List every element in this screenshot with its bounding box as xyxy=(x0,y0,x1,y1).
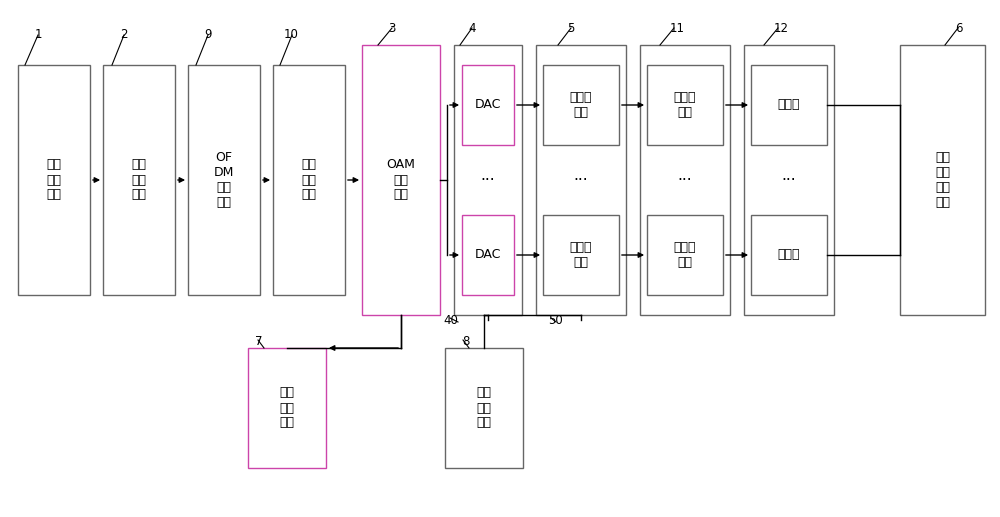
Text: 10: 10 xyxy=(284,28,299,41)
Text: OAM
调制
模块: OAM 调制 模块 xyxy=(387,159,415,202)
Text: 信道
编码
模块: 信道 编码 模块 xyxy=(46,159,62,202)
Bar xyxy=(751,65,827,145)
Bar xyxy=(454,45,522,315)
Bar xyxy=(103,65,175,295)
Bar xyxy=(640,45,730,315)
Text: ···: ··· xyxy=(782,173,796,188)
Text: 7: 7 xyxy=(255,335,262,348)
Text: 上变频
单元: 上变频 单元 xyxy=(570,91,592,119)
Text: 上变频
单元: 上变频 单元 xyxy=(570,241,592,269)
Text: DAC: DAC xyxy=(475,249,501,262)
Bar xyxy=(900,45,985,315)
Text: 2: 2 xyxy=(120,28,128,41)
Text: DAC: DAC xyxy=(475,99,501,112)
Bar xyxy=(188,65,260,295)
Text: ···: ··· xyxy=(481,173,495,188)
Text: 圆环
阵列
发射
天线: 圆环 阵列 发射 天线 xyxy=(935,151,950,209)
Bar xyxy=(647,65,723,145)
Bar xyxy=(751,215,827,295)
Text: 加窗
成帧
模块: 加窗 成帧 模块 xyxy=(302,159,316,202)
Bar xyxy=(543,215,619,295)
Text: 4: 4 xyxy=(468,22,476,35)
Text: ···: ··· xyxy=(574,173,588,188)
Bar xyxy=(536,45,626,315)
Bar xyxy=(462,215,514,295)
Text: 5: 5 xyxy=(567,22,574,35)
Text: 6: 6 xyxy=(955,22,962,35)
Text: 1: 1 xyxy=(35,28,42,41)
Text: 12: 12 xyxy=(774,22,789,35)
Bar xyxy=(543,65,619,145)
Text: 8: 8 xyxy=(462,335,469,348)
Text: 功率放
大器: 功率放 大器 xyxy=(674,91,696,119)
Text: 3: 3 xyxy=(388,22,395,35)
Text: 滤波器: 滤波器 xyxy=(778,249,800,262)
Bar xyxy=(744,45,834,315)
Text: 相位
同步
模块: 相位 同步 模块 xyxy=(477,387,492,430)
Text: 11: 11 xyxy=(670,22,685,35)
Bar xyxy=(18,65,90,295)
Bar xyxy=(248,348,326,468)
Bar xyxy=(445,348,523,468)
Text: ···: ··· xyxy=(678,173,692,188)
Text: 星座
映射
模块: 星座 映射 模块 xyxy=(132,159,146,202)
Text: 9: 9 xyxy=(204,28,212,41)
Text: 40: 40 xyxy=(443,314,458,327)
Text: 模式
定义
模块: 模式 定义 模块 xyxy=(280,387,294,430)
Text: 50: 50 xyxy=(548,314,563,327)
Bar xyxy=(273,65,345,295)
Text: OF
DM
调制
模块: OF DM 调制 模块 xyxy=(214,151,234,209)
Bar xyxy=(647,215,723,295)
Bar xyxy=(362,45,440,315)
Text: 滤波器: 滤波器 xyxy=(778,99,800,112)
Text: 功率放
大器: 功率放 大器 xyxy=(674,241,696,269)
Bar xyxy=(462,65,514,145)
